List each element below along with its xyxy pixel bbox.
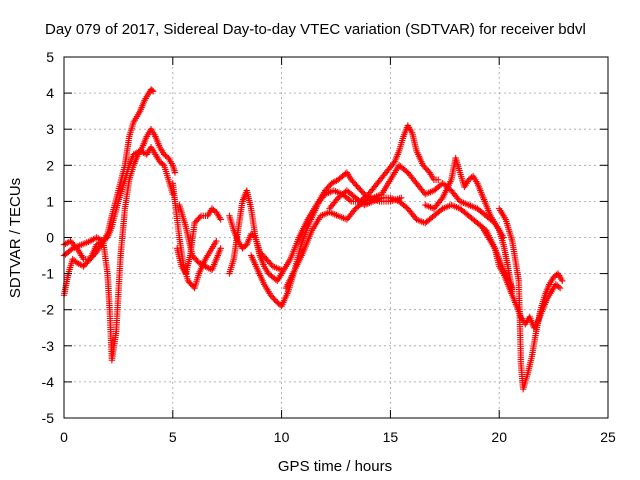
data-point — [346, 196, 353, 204]
x-tick-label: 10 — [274, 429, 290, 445]
data-point — [217, 245, 224, 252]
data-point — [555, 283, 562, 291]
y-tick-label: 1 — [46, 193, 54, 209]
x-tick-label: 25 — [600, 429, 616, 445]
y-tick-label: 2 — [46, 157, 54, 173]
series-arc-6 — [176, 201, 224, 274]
grid-lines — [64, 57, 608, 418]
data-point — [435, 176, 442, 183]
data-point — [217, 216, 224, 223]
data-point — [556, 284, 564, 292]
data-point — [150, 88, 157, 95]
data-point — [403, 204, 410, 211]
data-point — [85, 257, 93, 264]
series-arc-14 — [478, 223, 564, 331]
series-arc-13 — [422, 154, 516, 295]
series-arc-3 — [60, 126, 179, 364]
data-point — [148, 87, 156, 94]
y-tick-label: 4 — [46, 85, 54, 101]
series-arc-1 — [60, 86, 157, 263]
y-axis-label: SDTVAR / TECUs — [7, 178, 24, 298]
data-point — [196, 214, 203, 221]
data-point — [559, 277, 566, 285]
data-point — [333, 196, 341, 203]
series-arc-10 — [278, 122, 442, 277]
y-tick-label: -2 — [42, 302, 55, 318]
data-point — [390, 160, 397, 167]
data-point — [213, 237, 220, 245]
y-tick-label: -5 — [42, 410, 55, 426]
axis-ticks: 0 5 10 15 20 25 -5 -4 -3 -2 -1 0 1 2 3 4 5 — [42, 49, 616, 445]
x-tick-label: 20 — [491, 429, 507, 445]
data-point — [398, 194, 405, 201]
y-tick-label: -3 — [42, 338, 55, 354]
series-arc-11 — [282, 162, 507, 292]
x-tick-label: 15 — [383, 429, 399, 445]
series-arc-15 — [496, 205, 566, 393]
data-point — [403, 168, 410, 175]
y-tick-label: 3 — [46, 121, 54, 137]
x-axis-label: GPS time / hours — [278, 458, 392, 475]
data-point — [363, 192, 371, 199]
data-series — [60, 86, 566, 393]
data-point — [438, 196, 445, 203]
y-tick-label: -1 — [42, 266, 55, 282]
y-tick-label: -4 — [42, 374, 55, 390]
series-arc-8 — [226, 187, 285, 277]
data-point — [351, 206, 358, 214]
data-point — [425, 167, 432, 175]
x-tick-label: 5 — [169, 429, 177, 445]
data-point — [171, 169, 179, 176]
data-point — [169, 190, 176, 198]
chart-title: Day 079 of 2017, Sidereal Day-to-day VTE… — [45, 21, 586, 38]
y-tick-label: 5 — [46, 49, 54, 65]
x-tick-label: 0 — [60, 429, 68, 445]
y-tick-label: 0 — [46, 230, 54, 246]
data-point — [159, 160, 166, 168]
